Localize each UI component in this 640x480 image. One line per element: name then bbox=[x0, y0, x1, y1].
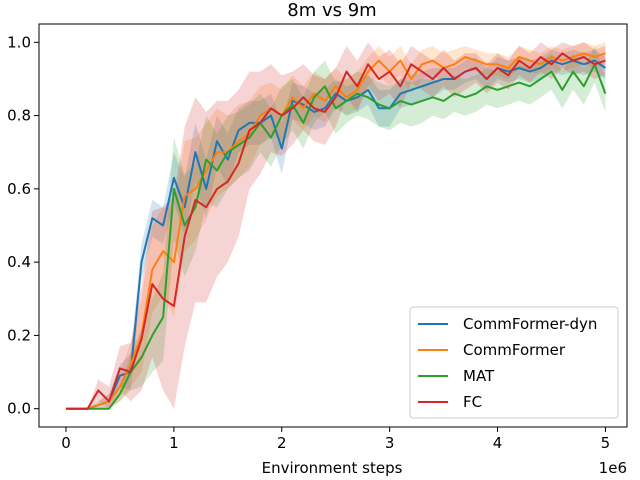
legend: CommFormer-dyn CommFormer MAT FC bbox=[409, 306, 619, 419]
x-offset-label: 1e6 bbox=[599, 459, 627, 477]
legend-label-1: CommFormer bbox=[463, 341, 566, 359]
x-tick-label: 1 bbox=[169, 434, 179, 452]
series-band-3 bbox=[66, 42, 606, 409]
x-tick-label: 3 bbox=[385, 434, 395, 452]
x-axis-label: Environment steps bbox=[262, 459, 403, 477]
confidence-bands bbox=[66, 42, 606, 409]
y-tick-label: 0.6 bbox=[7, 180, 31, 198]
y-tick-label: 1.0 bbox=[7, 33, 31, 51]
y-tick-label: 0.4 bbox=[7, 253, 31, 271]
x-tick-label: 5 bbox=[601, 434, 611, 452]
series-band-2 bbox=[66, 46, 606, 409]
legend-label-0: CommFormer-dyn bbox=[463, 315, 597, 333]
plot-area bbox=[38, 23, 628, 428]
series-band-1 bbox=[66, 42, 606, 409]
chart-title: 8m vs 9m bbox=[287, 0, 376, 21]
series-line-2 bbox=[66, 63, 607, 410]
series-band-0 bbox=[66, 49, 606, 409]
legend-label-3: FC bbox=[463, 393, 482, 411]
y-tick-label: 0.8 bbox=[7, 107, 31, 125]
x-axis: 0 1 2 3 4 5 bbox=[61, 427, 610, 452]
legend-box bbox=[409, 306, 619, 419]
series-line-3 bbox=[66, 52, 606, 410]
x-tick-label: 4 bbox=[493, 434, 503, 452]
x-tick-label: 2 bbox=[277, 434, 287, 452]
series-line-1 bbox=[66, 52, 606, 410]
series-line-0 bbox=[66, 59, 606, 410]
x-tick-label: 0 bbox=[61, 434, 71, 452]
series-lines bbox=[66, 52, 607, 410]
legend-label-2: MAT bbox=[463, 367, 495, 385]
plot-frame bbox=[38, 23, 628, 428]
y-tick-label: 0.2 bbox=[7, 326, 31, 344]
y-axis: 0.0 0.2 0.4 0.6 0.8 1.0 bbox=[7, 33, 39, 418]
y-tick-label: 0.0 bbox=[7, 400, 31, 418]
